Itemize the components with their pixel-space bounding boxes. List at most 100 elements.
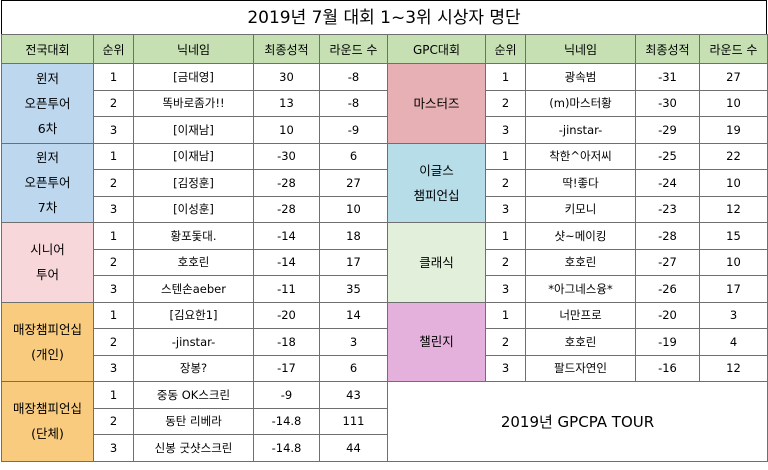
tournament-name: 시니어 투어 bbox=[1, 222, 94, 303]
nickname-cell: -jinstar- bbox=[525, 116, 636, 144]
score-cell: -27 bbox=[635, 248, 700, 276]
rounds-cell: 12 bbox=[699, 195, 768, 223]
nickname-cell: 호호린 bbox=[525, 248, 636, 276]
rounds-cell: 18 bbox=[319, 222, 388, 250]
score-cell: -16 bbox=[635, 354, 700, 382]
tournament-name: 클래식 bbox=[387, 222, 486, 303]
score-cell: -14.8 bbox=[253, 434, 320, 462]
rank-cell: 3 bbox=[93, 116, 134, 144]
header-row: 전국대회 순위 닉네임 최종성적 라운드 수 GPC대회 순위 닉네임 최종성적… bbox=[1, 34, 768, 64]
table-row: 윈저 오픈투어 7차 1 [이재남] -30 6 이글스 챔피언십 1 착한^아… bbox=[1, 142, 768, 223]
score-cell: 30 bbox=[253, 63, 320, 91]
rounds-cell: 22 bbox=[699, 142, 768, 170]
rank-cell: 1 bbox=[485, 63, 526, 91]
tournament-name: 마스터즈 bbox=[387, 63, 486, 144]
table-row: 3 신봉 굿샷스크린 -14.8 44 bbox=[2, 434, 768, 462]
tournament-name-line: 오픈투어 bbox=[24, 95, 71, 111]
rounds-cell: 10 bbox=[699, 169, 768, 197]
rank-cell: 3 bbox=[485, 354, 526, 382]
rounds-cell: 27 bbox=[699, 63, 768, 91]
header-cell: 최종성적 bbox=[253, 34, 320, 64]
score-cell: -28 bbox=[635, 222, 700, 250]
tournament-name-line: 마스터즈 bbox=[413, 95, 460, 111]
score-cell: -14 bbox=[253, 222, 320, 250]
nickname-cell: [이성훈] bbox=[133, 195, 254, 223]
rank-cell: 3 bbox=[93, 195, 134, 223]
rounds-cell: 3 bbox=[699, 301, 768, 329]
score-cell: -17 bbox=[253, 354, 320, 382]
score-cell: -25 bbox=[635, 142, 700, 170]
rank-cell: 1 bbox=[93, 63, 134, 91]
nickname-cell: 딱!좋다 bbox=[525, 169, 636, 197]
score-cell: -20 bbox=[635, 301, 700, 329]
nickname-cell: 장봉? bbox=[133, 354, 254, 382]
table-row: 2 [김정훈] -28 27 2 딱!좋다 -24 10 bbox=[2, 169, 768, 197]
rank-cell: 1 bbox=[93, 301, 134, 329]
rank-cell: 2 bbox=[93, 169, 134, 197]
tournament-name-line: 윈저 bbox=[35, 70, 59, 86]
tournament-name: 매장챔피언십 (개인) bbox=[1, 301, 94, 382]
nickname-cell: 동탄 리베라 bbox=[133, 407, 254, 435]
rank-cell: 2 bbox=[485, 248, 526, 276]
rank-cell: 2 bbox=[93, 328, 134, 356]
header-cell: 전국대회 bbox=[1, 34, 94, 64]
score-cell: -19 bbox=[635, 328, 700, 356]
rank-cell: 3 bbox=[485, 116, 526, 144]
tournament-name: 챌린지 bbox=[387, 301, 486, 382]
rank-cell: 3 bbox=[485, 195, 526, 223]
nickname-cell: 황포돛대. bbox=[133, 222, 254, 250]
rank-cell: 1 bbox=[93, 222, 134, 250]
rounds-cell: 17 bbox=[319, 248, 388, 276]
nickname-cell: -jinstar- bbox=[133, 328, 254, 356]
nickname-cell: [이재남] bbox=[133, 142, 254, 170]
award-table: 전국대회 순위 닉네임 최종성적 라운드 수 GPC대회 순위 닉네임 최종성적… bbox=[1, 34, 768, 462]
header-cell: 순위 bbox=[93, 34, 134, 64]
score-cell: -31 bbox=[635, 63, 700, 91]
tournament-name-line: (개인) bbox=[31, 346, 64, 362]
nickname-cell: [금대영] bbox=[133, 63, 254, 91]
score-cell: -30 bbox=[253, 142, 320, 170]
tournament-name-line: (단체) bbox=[31, 426, 64, 442]
table-row: 3 스텐손aeber -11 35 3 *아그네스융* -26 17 bbox=[2, 275, 768, 303]
rounds-cell: 6 bbox=[319, 354, 388, 382]
nickname-cell: 팔드자연인 bbox=[525, 354, 636, 382]
nickname-cell: [김요한1] bbox=[133, 301, 254, 329]
header-cell: 라운드 수 bbox=[699, 34, 768, 64]
nickname-cell: 신봉 굿샷스크린 bbox=[133, 434, 254, 462]
nickname-cell: 호호린 bbox=[133, 248, 254, 276]
rank-cell: 3 bbox=[93, 354, 134, 382]
header-cell: GPC대회 bbox=[387, 34, 486, 64]
table-row: 매장챔피언십 (개인) 1 [김요한1] -20 14 챌린지 1 너만프로 -… bbox=[1, 301, 768, 382]
tournament-name-line: 오픈투어 bbox=[24, 175, 71, 191]
tournament-name: 매장챔피언십 (단체) bbox=[1, 381, 94, 462]
rounds-cell: 10 bbox=[699, 248, 768, 276]
score-cell: -14 bbox=[253, 248, 320, 276]
rounds-cell: 6 bbox=[319, 142, 388, 170]
table-row: 3 [이성훈] -28 10 3 키모니 -23 12 bbox=[2, 195, 768, 223]
rank-cell: 1 bbox=[485, 301, 526, 329]
table-row: 2 -jinstar- -18 3 2 호호린 -19 4 bbox=[2, 328, 768, 356]
tour-banner: 2019년 GPCPA TOUR bbox=[387, 381, 768, 462]
rounds-cell: -9 bbox=[319, 116, 388, 144]
score-cell: -14.8 bbox=[253, 407, 320, 435]
rounds-cell: 35 bbox=[319, 275, 388, 303]
header-cell: 닉네임 bbox=[133, 34, 254, 64]
rounds-cell: 19 bbox=[699, 116, 768, 144]
rounds-cell: 14 bbox=[319, 301, 388, 329]
rounds-cell: 15 bbox=[699, 222, 768, 250]
header-cell: 닉네임 bbox=[525, 34, 636, 64]
tournament-name: 이글스 챔피언십 bbox=[387, 142, 486, 223]
score-cell: -29 bbox=[635, 116, 700, 144]
tournament-name-line: 투어 bbox=[35, 267, 59, 283]
nickname-cell: (m)마스터황 bbox=[525, 89, 636, 117]
rounds-cell: 17 bbox=[699, 275, 768, 303]
rank-cell: 2 bbox=[93, 407, 134, 435]
table-row: 시니어 투어 1 황포돛대. -14 18 클래식 1 샷~메이킹 -28 15 bbox=[1, 222, 768, 303]
score-cell: -28 bbox=[253, 195, 320, 223]
rank-cell: 2 bbox=[485, 328, 526, 356]
nickname-cell: 착한^아저씨 bbox=[525, 142, 636, 170]
score-cell: 10 bbox=[253, 116, 320, 144]
score-cell: -24 bbox=[635, 169, 700, 197]
nickname-cell: 키모니 bbox=[525, 195, 636, 223]
rounds-cell: 27 bbox=[319, 169, 388, 197]
